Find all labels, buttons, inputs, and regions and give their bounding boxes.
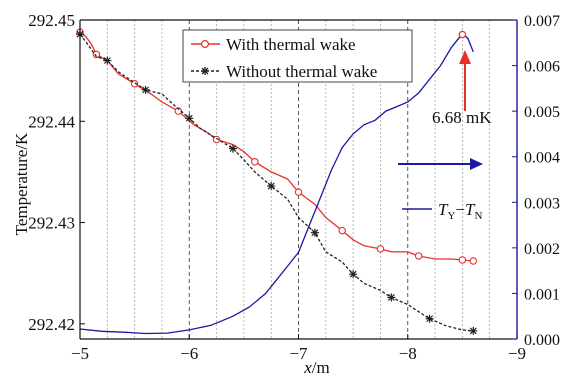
data-point-with-wake — [458, 256, 467, 264]
data-point-without-wake — [469, 326, 478, 335]
annotation-label: 6.68 mK — [432, 108, 492, 127]
y-right-tick-label: 0.005 — [524, 104, 560, 121]
y-right-tick-label: 0.000 — [524, 332, 560, 349]
data-point-without-wake — [387, 293, 396, 302]
data-point-with-wake — [414, 252, 423, 260]
y-left-tick-label: 292.42 — [28, 315, 75, 334]
data-point-with-wake — [92, 50, 101, 59]
legend-entry-without-wake: Without thermal wake — [191, 62, 377, 81]
x-tick-label: −6 — [180, 344, 198, 363]
y-right-tick-label: 0.006 — [524, 59, 560, 76]
y-right-tick-label: 0.003 — [524, 195, 560, 212]
x-tick-label: −9 — [508, 344, 526, 363]
legend-asterisk-marker — [201, 67, 209, 75]
y-left-tick-label: 292.45 — [28, 11, 75, 30]
data-point-without-wake — [349, 270, 358, 279]
data-point-with-wake — [130, 80, 139, 88]
legend-label-without-wake: Without thermal wake — [226, 62, 377, 81]
y-left-tick-label: 292.43 — [28, 214, 75, 233]
annotation-point — [458, 30, 467, 39]
y-right-tick-label: 0.001 — [524, 286, 560, 303]
y-left-tick-label: 292.44 — [28, 112, 75, 131]
x-tick-label: −7 — [289, 344, 308, 363]
legend-label-diff: TY−TN — [438, 200, 482, 222]
y-right-tick-label: 0.007 — [524, 13, 560, 30]
data-point-without-wake — [310, 228, 319, 237]
data-point-with-wake — [338, 226, 346, 235]
x-tick-label: −5 — [71, 344, 89, 363]
right-axis-arrow — [398, 158, 483, 170]
data-point-with-wake — [294, 188, 303, 196]
data-point-without-wake — [103, 56, 112, 65]
data-point-without-wake — [425, 314, 434, 323]
data-point-with-wake — [376, 245, 385, 253]
data-point-without-wake — [185, 114, 194, 123]
annotation-arrow — [459, 50, 471, 111]
data-point-without-wake — [141, 85, 150, 94]
series-line-2 — [79, 32, 474, 335]
data-point-with-wake — [469, 257, 478, 265]
legend-entry-with-wake: With thermal wake — [191, 35, 356, 54]
y-axis-left-label: Temperature/K — [12, 132, 31, 235]
y-right-tick-label: 0.002 — [524, 241, 560, 258]
series-line-0 — [79, 31, 474, 262]
legend-right: TY−TN — [402, 200, 482, 222]
x-tick-label: −8 — [399, 344, 417, 363]
data-point-with-wake — [251, 158, 259, 166]
data-point-with-wake — [212, 135, 221, 144]
legend-label-with-wake: With thermal wake — [226, 35, 356, 54]
data-point-without-wake — [267, 182, 276, 191]
legend-left: With thermal wake Without thermal wake — [182, 29, 413, 83]
y-right-tick-label: 0.004 — [524, 150, 560, 167]
data-point-without-wake — [228, 144, 237, 153]
x-axis-label: x/m — [303, 358, 330, 377]
